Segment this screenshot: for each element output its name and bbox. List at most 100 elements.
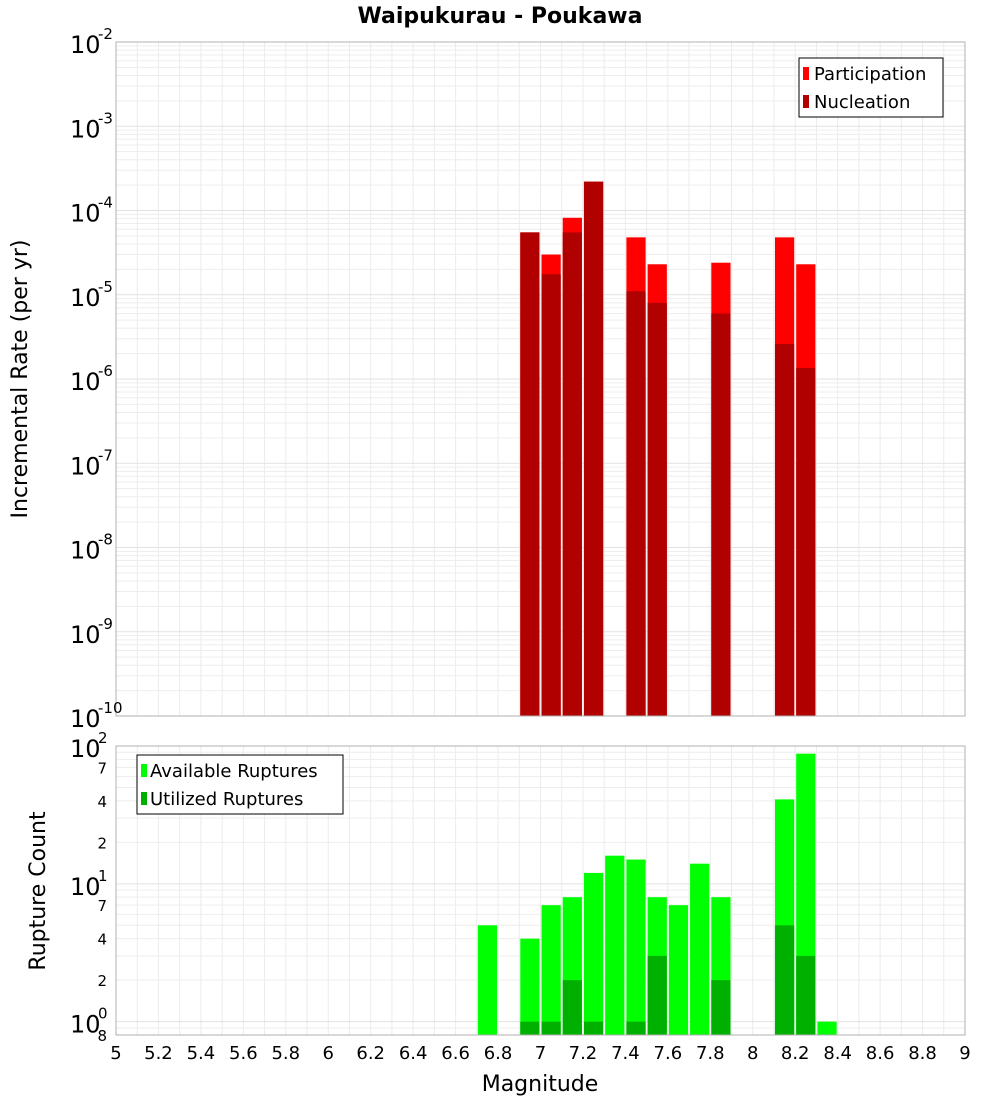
x-tick-label: 7.8 [696,1043,725,1064]
x-tick-label: 6 [323,1043,334,1064]
nucleation-bar [711,313,731,716]
count-y-tick-exponent: 1 [98,867,108,885]
x-tick-label: 8.8 [908,1043,937,1064]
available-ruptures-bar [626,859,646,1035]
x-tick-label: 5 [110,1043,121,1064]
participation-legend-label: Participation [814,64,926,85]
available-ruptures-bar [668,905,689,1035]
participation-legend-swatch [803,67,809,80]
x-tick-label: 5.2 [144,1043,173,1064]
nucleation-bar [774,344,795,716]
rate-y-tick-exponent: -7 [98,446,113,464]
rate-grid [115,41,966,717]
available-ruptures-bar [690,863,710,1035]
nucleation-bar [541,274,561,716]
nucleation-bar [562,232,582,716]
utilized-ruptures-bar [626,1021,646,1035]
x-tick-label: 9 [959,1043,970,1064]
x-tick-label: 7.2 [569,1043,598,1064]
count-legend-box [136,754,344,815]
rate-y-tick-label: 10 [70,537,101,565]
x-tick-label: 6.6 [441,1043,470,1064]
count-y-axis-label: Rupture Count [26,811,51,971]
rate-plot-frame [115,41,966,717]
x-tick-label: 5.8 [271,1043,300,1064]
x-tick-label: 8.6 [866,1043,895,1064]
x-tick-label: 7 [535,1043,546,1064]
rate-y-tick-exponent: -3 [98,109,113,127]
count-y-tick-label: 10 [70,735,101,763]
rate-y-tick-exponent: -8 [98,531,113,549]
rate-y-tick-exponent: -5 [98,278,113,296]
available-ruptures-bar [541,905,561,1035]
count-bars [477,753,837,1035]
count-plot-frame [115,745,966,1036]
x-tick-label: 8 [747,1043,758,1064]
available-ruptures-bar [520,938,540,1035]
rate-y-tick-label: 10 [70,115,101,143]
rate-y-tick-label: 10 [70,705,101,733]
nucleation-bar [520,232,540,716]
rate-y-tick-label: 10 [70,368,101,396]
chart-title: Waipukurau - Poukawa [358,4,643,29]
rate-y-tick-label: 10 [70,31,101,59]
rate-y-tick-exponent: -10 [98,699,123,717]
available-ruptures-bar [477,925,498,1035]
nucleation-legend-label: Nucleation [814,92,910,113]
x-tick-label: 8.4 [823,1043,852,1064]
utilized-ruptures-bar [711,980,731,1035]
rate-y-tick-exponent: -4 [98,194,113,212]
nucleation-bar [796,368,816,716]
count-y-minor-tick-label: 4 [97,793,107,811]
utilized-ruptures-bar [562,980,582,1035]
utilized-ruptures-bar [541,1021,561,1035]
rate-legend: Participation Nucleation [798,57,944,118]
count-y-tick-label: 10 [70,873,101,901]
x-tick-label: 6.4 [399,1043,428,1064]
count-y-minor-tick-label: 2 [97,972,107,990]
count-y-minor-tick-label: 2 [97,834,107,852]
utilized-ruptures-bar [647,955,667,1035]
x-tick-label: 7.6 [654,1043,683,1064]
x-tick-label: 7.4 [611,1043,640,1064]
count-y-minor-tick-label: 8 [97,1027,107,1045]
available-ruptures-bar [605,855,625,1035]
rate-y-tick-exponent: -6 [98,362,113,380]
rate-y-tick-label: 10 [70,284,101,312]
rate-legend-box [798,57,944,118]
x-tick-label: 6.8 [484,1043,513,1064]
utilized-ruptures-bar [583,1021,604,1035]
nucleation-bar [626,291,646,716]
rate-y-axis-label: Incremental Rate (per yr) [8,240,33,519]
available-legend-label: Available Ruptures [150,761,318,782]
count-y-tick-exponent: 2 [98,729,108,747]
utilized-ruptures-bar [796,955,816,1035]
rate-y-tick-exponent: -2 [98,25,113,43]
count-y-minor-tick-label: 7 [97,897,107,915]
utilized-ruptures-bar [520,1021,540,1035]
available-ruptures-bar [817,1021,837,1035]
rate-y-tick-exponent: -9 [98,615,113,633]
utilized-legend-label: Utilized Ruptures [150,789,303,810]
rate-y-tick-label: 10 [70,621,101,649]
x-tick-label: 8.2 [781,1043,810,1064]
count-y-minor-tick-label: 7 [97,759,107,777]
rate-bars [520,181,816,717]
utilized-ruptures-bar [774,925,795,1035]
nucleation-bar [583,181,604,717]
available-ruptures-bar [583,872,604,1035]
count-y-minor-tick-label: 4 [97,931,107,949]
rate-y-tick-label: 10 [70,200,101,228]
count-y-tick-label: 10 [70,1011,101,1039]
nucleation-bar [647,302,667,716]
count-y-tick-exponent: 0 [98,1005,108,1023]
count-legend: Available Ruptures Utilized Ruptures [136,754,344,815]
available-legend-swatch [141,764,147,777]
magnitude-x-ticks: 5 5.2 5.4 5.6 5.8 6 6.2 6.4 6.6 6.8 7 7.2 7.4 7.6 7.8 8… [110,1043,970,1064]
nucleation-legend-swatch [803,95,809,108]
